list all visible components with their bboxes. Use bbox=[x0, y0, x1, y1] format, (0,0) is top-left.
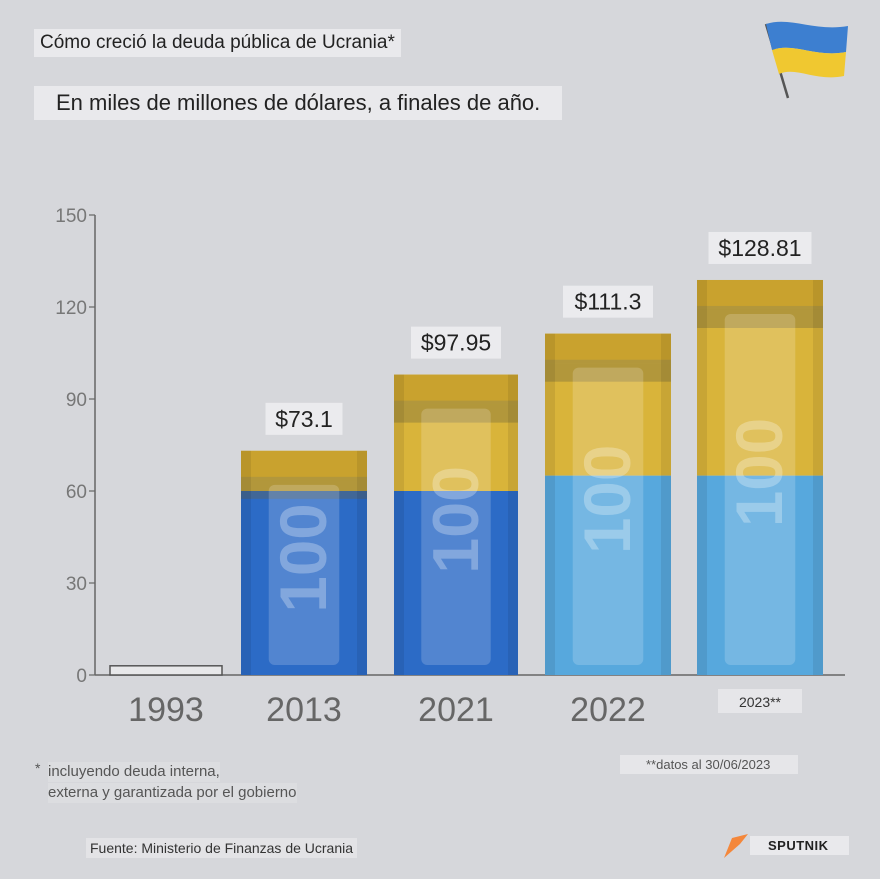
x-tick-labels: 1993 2013 2021 2022 2023** bbox=[128, 689, 802, 729]
value-label: $111.3 bbox=[575, 289, 642, 315]
bars: 100 100 100 100 bbox=[109, 279, 823, 676]
x-tick-label: 2022 bbox=[570, 691, 646, 729]
value-label-2013: $73.1 bbox=[265, 402, 343, 435]
bar-blue-part bbox=[545, 475, 671, 675]
value-label-2023**: $128.81 bbox=[708, 231, 812, 264]
value-label-2021: $97.95 bbox=[411, 326, 501, 359]
bar-blue-part bbox=[394, 491, 518, 675]
bar-cap bbox=[394, 374, 518, 401]
x-tick-label-bg bbox=[718, 689, 802, 713]
bar-2023**: 100 bbox=[697, 279, 823, 675]
footnote-star: * bbox=[35, 760, 41, 776]
banknote-number: 100 bbox=[420, 466, 492, 574]
value-label: $128.81 bbox=[718, 235, 801, 261]
brand-label: SPUTNIK bbox=[750, 836, 849, 855]
ukraine-flag-icon bbox=[764, 21, 848, 99]
banknote-overlay bbox=[268, 484, 340, 665]
sputnik-logo: SPUTNIK bbox=[722, 832, 857, 860]
y-tick-label: 90 bbox=[66, 390, 87, 411]
bar bbox=[109, 665, 223, 676]
x-tick-label: 2013 bbox=[266, 691, 342, 729]
source-text: Fuente: Ministerio de Finanzas de Ucrani… bbox=[86, 838, 358, 858]
y-tick-label: 120 bbox=[55, 298, 87, 319]
value-label-bg bbox=[708, 231, 812, 264]
x-tick-label: 2021 bbox=[418, 691, 494, 729]
x-tick-label: 1993 bbox=[128, 691, 204, 729]
bar-2021: 100 bbox=[394, 374, 518, 675]
bar-blue-part bbox=[241, 491, 367, 675]
y-tick-label: 150 bbox=[55, 206, 87, 227]
x-tick-label: 2023** bbox=[739, 694, 782, 710]
value-label-bg bbox=[563, 285, 653, 318]
banknote-number: 100 bbox=[571, 445, 644, 554]
bar-cap bbox=[545, 333, 671, 360]
y-tick-label: 30 bbox=[66, 574, 87, 595]
banknote-overlay bbox=[724, 313, 796, 665]
banknote-overlay bbox=[421, 408, 491, 665]
bar-cap bbox=[697, 279, 823, 306]
y-tick-label: 0 bbox=[76, 666, 87, 687]
footnote-date: **datos al 30/06/2023 bbox=[620, 755, 799, 774]
bar-cap bbox=[241, 450, 367, 477]
banknote-overlay bbox=[572, 367, 644, 665]
value-label: $73.1 bbox=[275, 406, 333, 432]
bar-2013: 100 bbox=[241, 450, 367, 675]
bar-blue-part bbox=[697, 475, 823, 675]
banknote-number: 100 bbox=[723, 418, 796, 527]
bar-2022: 100 bbox=[545, 333, 671, 675]
bar-1993 bbox=[109, 665, 223, 676]
value-label: $97.95 bbox=[421, 330, 491, 356]
footnote-line-2: externa y garantizada por el gobierno bbox=[48, 783, 297, 803]
value-label-bg bbox=[411, 326, 501, 359]
footnote-line-1: incluyendo deuda interna, bbox=[48, 762, 220, 782]
value-label-2022: $111.3 bbox=[563, 285, 653, 318]
banknote-number: 100 bbox=[267, 503, 340, 612]
value-label-bg bbox=[265, 402, 343, 435]
bar-chart: 0 30 60 90 120 150 100 100 100 100 $73.1 $97.95 $1… bbox=[55, 206, 845, 729]
bar-yellow-part bbox=[697, 279, 823, 476]
chart-title: Cómo creció la deuda pública de Ucrania* bbox=[34, 29, 401, 57]
sputnik-arrow-icon bbox=[724, 834, 748, 858]
chart-subtitle: En miles de millones de dólares, a final… bbox=[34, 86, 563, 120]
y-tick-label: 60 bbox=[66, 482, 87, 503]
value-labels: $73.1 $97.95 $111.3 $128.81 bbox=[265, 231, 812, 435]
